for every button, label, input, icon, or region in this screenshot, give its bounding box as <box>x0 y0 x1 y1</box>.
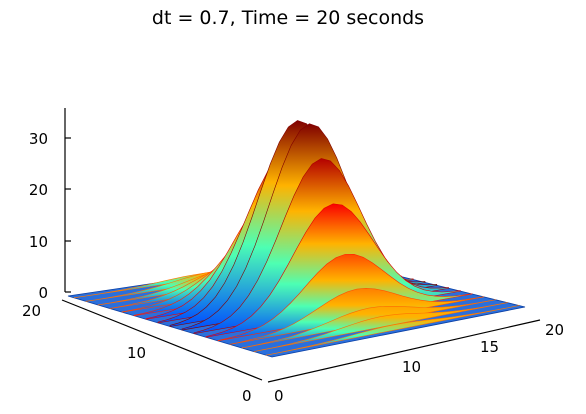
x-tick-label: 10 <box>402 358 421 376</box>
y-tick-label: 10 <box>127 344 146 362</box>
y-tick-label: 20 <box>22 302 41 320</box>
x-tick-label: 0 <box>274 387 284 405</box>
x-tick-label: 20 <box>545 321 564 339</box>
x-axis-line <box>267 319 541 383</box>
y-axis-line <box>61 299 263 381</box>
z-tick-label: 20 <box>29 181 48 199</box>
chart-title: dt = 0.7, Time = 20 seconds <box>152 7 424 29</box>
surface-mesh <box>73 120 520 356</box>
z-tick-label: 0 <box>38 284 48 302</box>
wave-ridge <box>265 305 520 356</box>
x-tick-label: 15 <box>480 338 499 356</box>
z-tick-label: 10 <box>29 233 48 251</box>
y-tick-label: 0 <box>242 387 252 405</box>
z-tick-marks <box>65 137 71 293</box>
wave-ridge <box>253 302 509 352</box>
z-tick-label: 30 <box>29 130 48 148</box>
